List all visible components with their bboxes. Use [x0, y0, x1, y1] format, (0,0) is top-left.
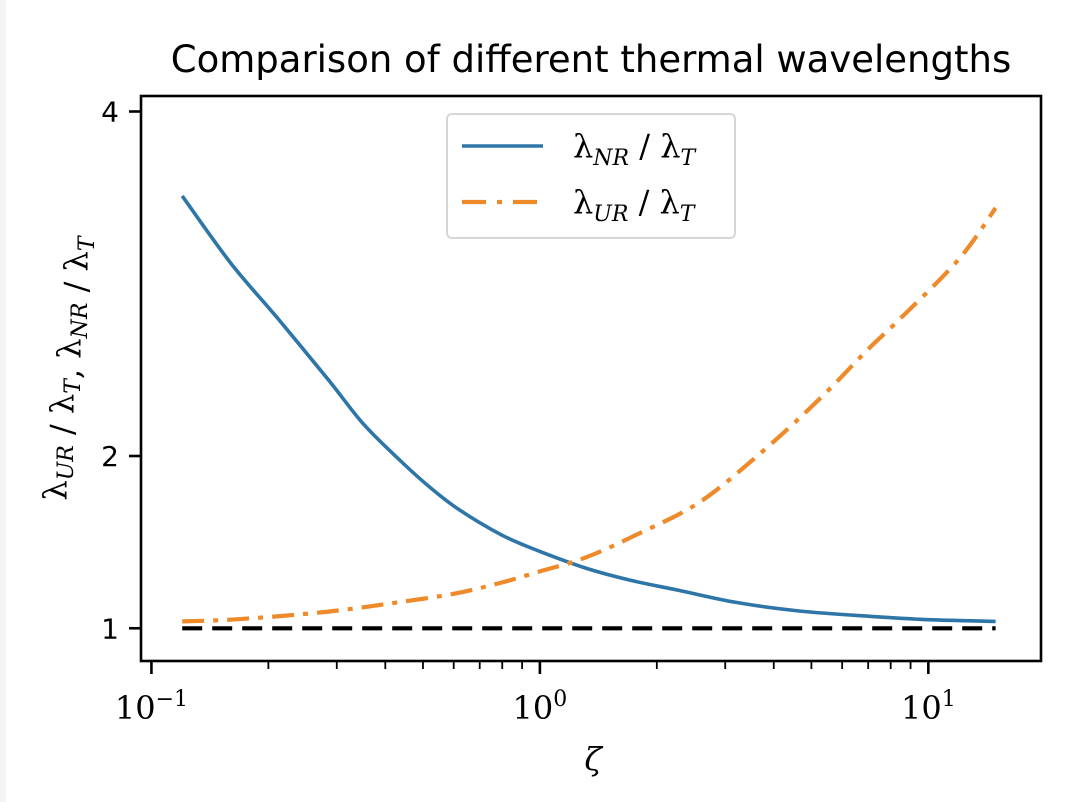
legend: λNR / λT λUR / λT	[446, 113, 736, 239]
x-axis-label: ζ	[584, 740, 603, 778]
y-axis-label-group: λUR / λT, λNR / λT	[36, 234, 100, 500]
plot-area	[180, 194, 998, 631]
x-axis-label-group: ζ	[584, 740, 603, 778]
legend-label: λNR / λT	[573, 127, 698, 171]
y-tick-label: 1	[101, 612, 119, 645]
axes-frame	[139, 94, 1043, 663]
series-line-1	[182, 206, 998, 624]
axes: 1 2 4 10−1 100 101	[101, 94, 1043, 727]
x-tick-label: 100	[513, 687, 568, 727]
image-edge	[0, 0, 6, 802]
x-tick-label: 10−1	[115, 687, 188, 727]
y-tick-label: 2	[101, 440, 119, 473]
y-tick-label: 4	[101, 96, 119, 129]
y-axis-label: λUR / λT, λNR / λT	[36, 234, 100, 500]
x-tick-label: 101	[901, 687, 956, 727]
legend-label: λUR / λT	[573, 183, 697, 227]
chart-title: Comparison of different thermal waveleng…	[171, 38, 1011, 81]
series-line-0	[180, 194, 996, 624]
